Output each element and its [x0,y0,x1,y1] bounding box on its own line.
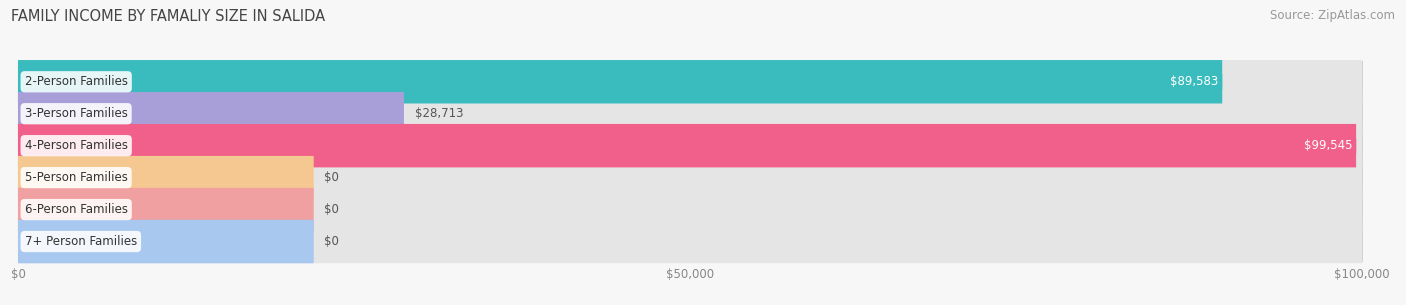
Text: 2-Person Families: 2-Person Families [25,75,128,88]
FancyBboxPatch shape [18,92,404,135]
FancyBboxPatch shape [18,156,314,199]
FancyBboxPatch shape [18,92,1362,135]
Text: 6-Person Families: 6-Person Families [25,203,128,216]
Text: $28,713: $28,713 [415,107,463,120]
Text: Source: ZipAtlas.com: Source: ZipAtlas.com [1270,9,1395,22]
FancyBboxPatch shape [18,124,1362,167]
Text: $0: $0 [325,171,339,184]
FancyBboxPatch shape [18,60,1362,103]
Text: 4-Person Families: 4-Person Families [25,139,128,152]
FancyBboxPatch shape [18,124,1357,167]
FancyBboxPatch shape [18,156,1362,199]
FancyBboxPatch shape [18,220,314,263]
FancyBboxPatch shape [18,220,1362,263]
Text: $89,583: $89,583 [1170,75,1218,88]
Text: 7+ Person Families: 7+ Person Families [25,235,136,248]
Text: 3-Person Families: 3-Person Families [25,107,128,120]
FancyBboxPatch shape [18,188,1362,231]
Text: $0: $0 [325,235,339,248]
Text: FAMILY INCOME BY FAMALIY SIZE IN SALIDA: FAMILY INCOME BY FAMALIY SIZE IN SALIDA [11,9,325,24]
Text: 5-Person Families: 5-Person Families [25,171,128,184]
Text: $0: $0 [325,203,339,216]
FancyBboxPatch shape [18,188,314,231]
FancyBboxPatch shape [18,60,1222,103]
Text: $99,545: $99,545 [1303,139,1353,152]
